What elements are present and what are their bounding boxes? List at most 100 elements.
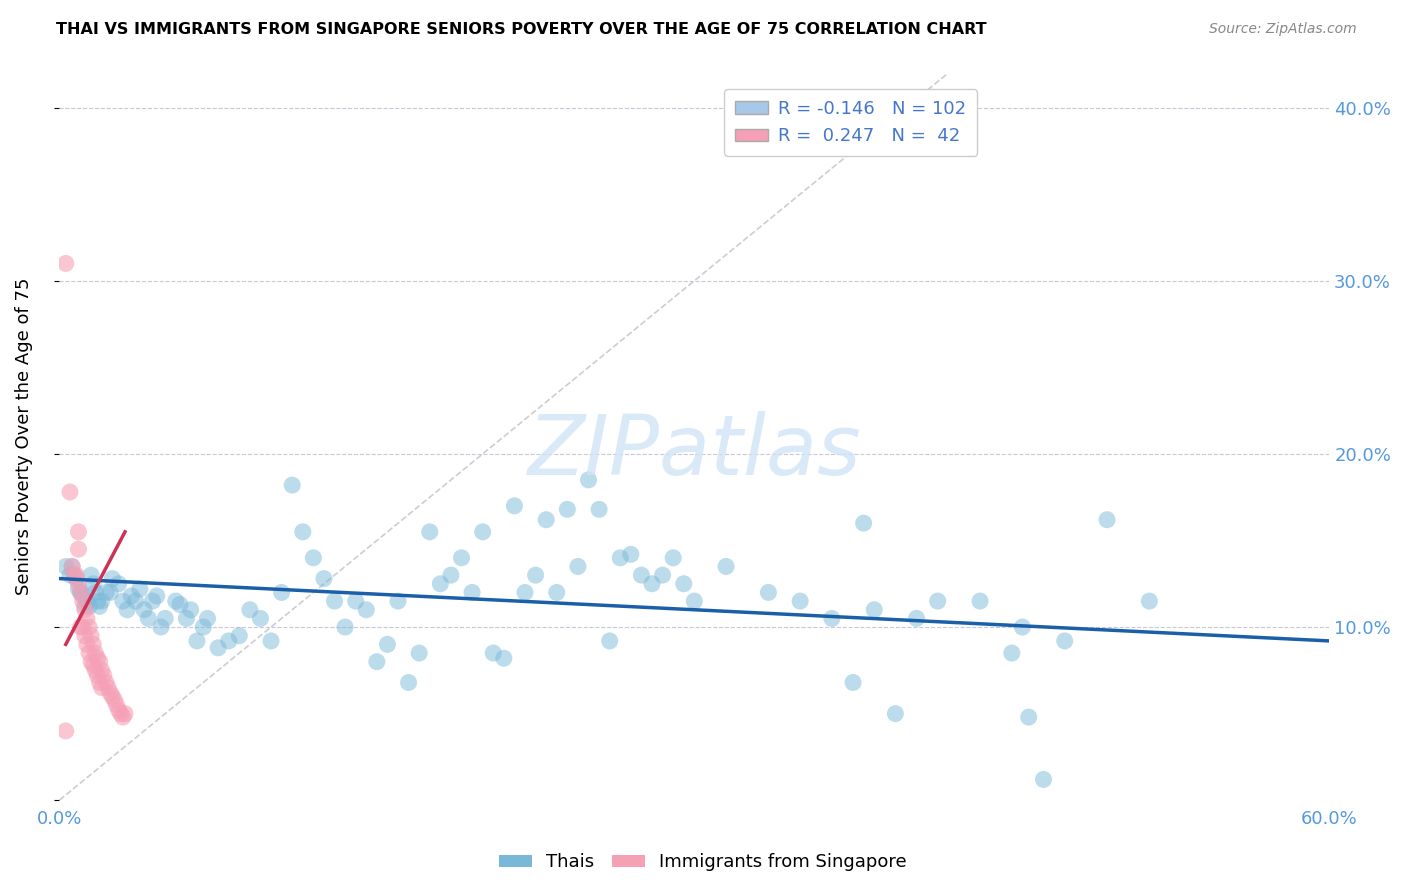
Point	[67, 524, 90, 539]
Point	[260, 634, 283, 648]
Point	[714, 559, 737, 574]
Point	[281, 478, 304, 492]
Point	[73, 599, 96, 614]
Point	[863, 603, 886, 617]
Legend: Thais, Immigrants from Singapore: Thais, Immigrants from Singapore	[492, 847, 914, 879]
Point	[105, 698, 128, 712]
Point	[1053, 634, 1076, 648]
Point	[60, 559, 83, 574]
Point	[641, 576, 664, 591]
Point	[73, 629, 96, 643]
Point	[471, 524, 494, 539]
Point	[67, 582, 90, 596]
Point	[136, 611, 159, 625]
Point	[249, 611, 271, 625]
Point	[94, 675, 117, 690]
Point	[884, 706, 907, 721]
Point	[55, 256, 77, 270]
Text: Source: ZipAtlas.com: Source: ZipAtlas.com	[1209, 22, 1357, 37]
Point	[344, 594, 367, 608]
Point	[588, 502, 610, 516]
Point	[128, 582, 150, 596]
Point	[1011, 620, 1033, 634]
Point	[82, 637, 104, 651]
Point	[141, 594, 163, 608]
Legend: R = -0.146   N = 102, R =  0.247   N =  42: R = -0.146 N = 102, R = 0.247 N = 42	[724, 89, 977, 156]
Point	[110, 706, 132, 721]
Point	[103, 693, 125, 707]
Point	[107, 576, 129, 591]
Point	[852, 516, 875, 531]
Point	[524, 568, 547, 582]
Point	[73, 603, 96, 617]
Point	[80, 629, 103, 643]
Point	[89, 655, 111, 669]
Point	[132, 603, 155, 617]
Point	[620, 547, 643, 561]
Point	[1001, 646, 1024, 660]
Point	[398, 675, 420, 690]
Point	[90, 681, 112, 695]
Text: ZIPatlas: ZIPatlas	[527, 410, 860, 491]
Point	[969, 594, 991, 608]
Point	[630, 568, 652, 582]
Point	[84, 585, 107, 599]
Point	[789, 594, 811, 608]
Point	[291, 524, 314, 539]
Point	[69, 585, 91, 599]
Point	[120, 589, 142, 603]
Point	[97, 681, 120, 695]
Point	[842, 675, 865, 690]
Point	[534, 513, 557, 527]
Point	[609, 550, 631, 565]
Point	[567, 559, 589, 574]
Point	[1095, 513, 1118, 527]
Point	[312, 572, 335, 586]
Point	[662, 550, 685, 565]
Point	[333, 620, 356, 634]
Point	[90, 664, 112, 678]
Point	[76, 611, 98, 625]
Point	[366, 655, 388, 669]
Point	[89, 675, 111, 690]
Point	[76, 637, 98, 651]
Point	[114, 706, 136, 721]
Point	[124, 594, 146, 608]
Point	[86, 594, 108, 608]
Point	[323, 594, 346, 608]
Point	[599, 634, 621, 648]
Point	[67, 542, 90, 557]
Point	[84, 664, 107, 678]
Point	[165, 594, 187, 608]
Point	[111, 594, 134, 608]
Point	[377, 637, 399, 651]
Point	[683, 594, 706, 608]
Point	[59, 568, 82, 582]
Point	[492, 651, 515, 665]
Point	[145, 589, 167, 603]
Point	[651, 568, 673, 582]
Point	[169, 598, 191, 612]
Point	[207, 640, 229, 655]
Point	[440, 568, 463, 582]
Point	[461, 585, 484, 599]
Point	[429, 576, 451, 591]
Point	[180, 603, 202, 617]
Point	[80, 655, 103, 669]
Point	[82, 658, 104, 673]
Point	[63, 568, 86, 582]
Point	[101, 690, 124, 704]
Point	[98, 686, 121, 700]
Point	[115, 603, 138, 617]
Point	[111, 710, 134, 724]
Point	[76, 594, 98, 608]
Point	[69, 585, 91, 599]
Point	[419, 524, 441, 539]
Point	[80, 568, 103, 582]
Point	[758, 585, 780, 599]
Point	[55, 559, 77, 574]
Point	[149, 620, 172, 634]
Point	[176, 611, 198, 625]
Point	[193, 620, 215, 634]
Point	[67, 576, 90, 591]
